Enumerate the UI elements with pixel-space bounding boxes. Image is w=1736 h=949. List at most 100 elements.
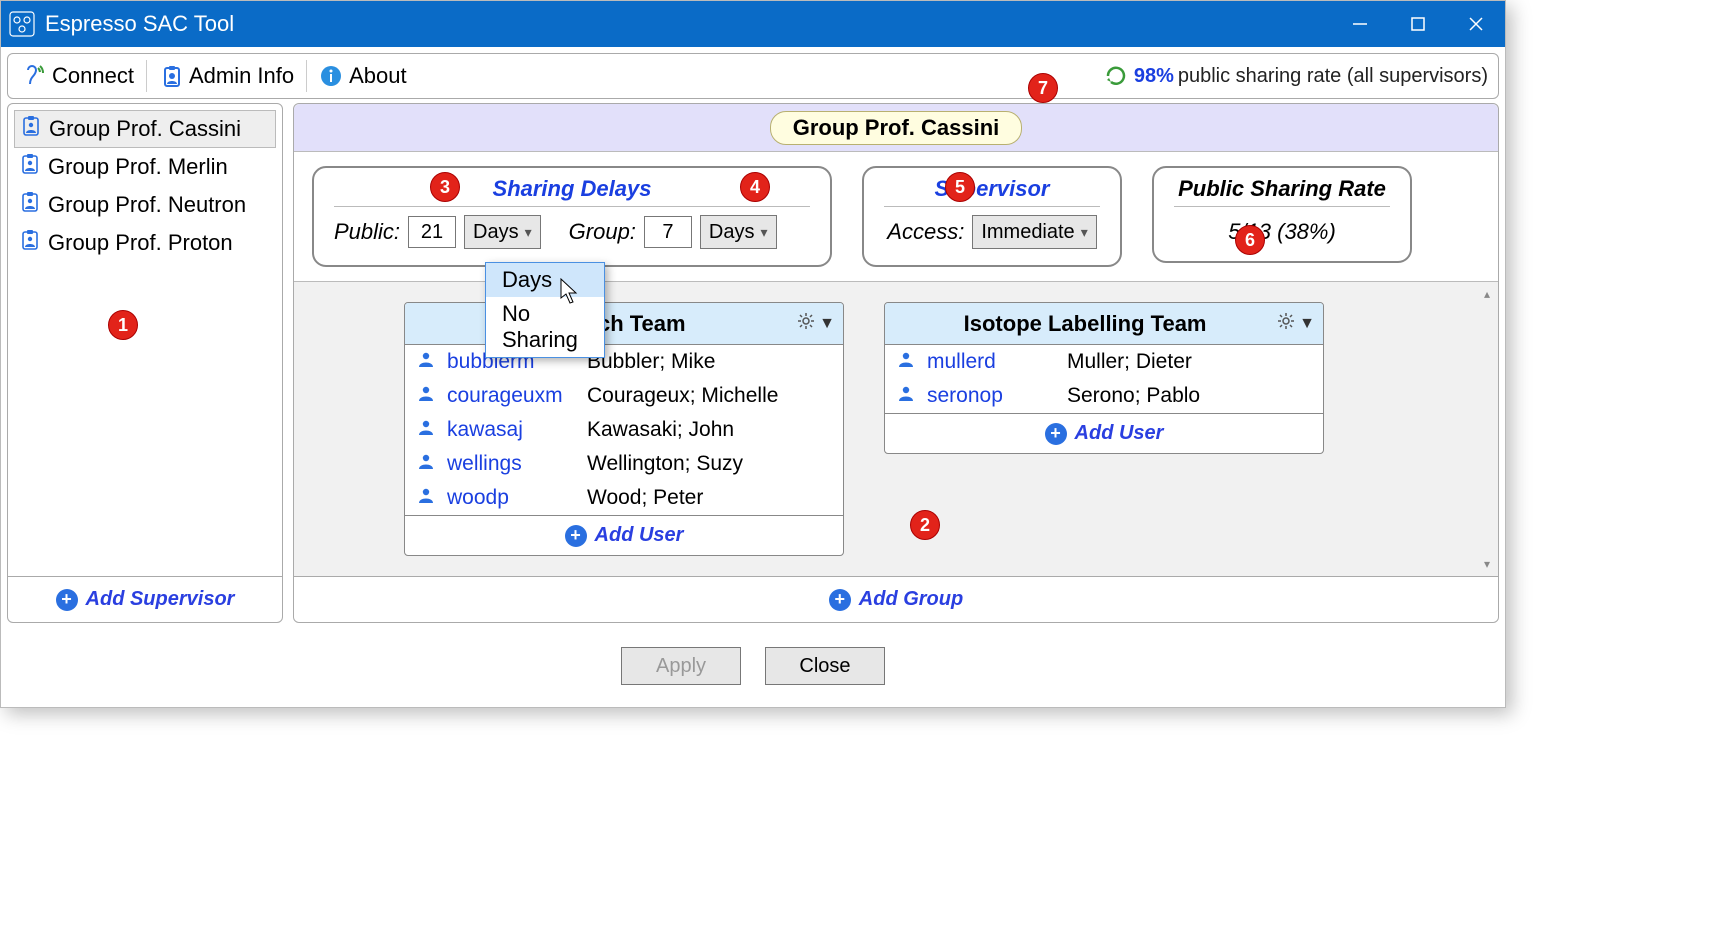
team-title: Research Team: [413, 311, 797, 337]
person-icon: [897, 350, 917, 374]
gear-icon[interactable]: [797, 312, 815, 336]
sidebar-item[interactable]: Group Prof. Cassini: [14, 110, 276, 148]
admin-info-label: Admin Info: [189, 63, 294, 89]
access-label: Access:: [887, 219, 964, 245]
scroll-up-icon[interactable]: ▴: [1479, 286, 1495, 302]
person-icon: [897, 384, 917, 408]
settings-row: Sharing Delays Public: 21 Days ▾ Group: …: [294, 152, 1498, 281]
chevron-down-icon[interactable]: ▼: [1299, 315, 1315, 333]
dropdown-option-nosharing[interactable]: No Sharing: [486, 297, 604, 357]
member-uid[interactable]: mullerd: [927, 350, 1067, 374]
plus-icon: +: [829, 589, 851, 611]
clipboard-icon: [21, 115, 41, 143]
access-dropdown[interactable]: Immediate ▾: [972, 215, 1096, 249]
callout-5: 5: [945, 172, 975, 202]
member-name: Serono; Pablo: [1067, 384, 1200, 408]
member-row: mullerdMuller; Dieter: [885, 345, 1323, 379]
team-title: Isotope Labelling Team: [893, 311, 1277, 337]
member-name: Wellington; Suzy: [587, 452, 743, 476]
sidebar-item[interactable]: Group Prof. Neutron: [14, 186, 276, 224]
add-group-button[interactable]: + Add Group: [829, 588, 963, 611]
member-row: woodpWood; Peter: [405, 481, 843, 515]
public-unit-dropdown[interactable]: Days ▾: [464, 215, 541, 249]
group-list: Group Prof. Cassini Group Prof. Merlin Gro…: [8, 104, 282, 576]
add-user-button[interactable]: +Add User: [405, 515, 843, 555]
sidebar-item-label: Group Prof. Merlin: [48, 154, 228, 180]
refresh-icon: [1104, 64, 1128, 88]
person-icon: [417, 452, 437, 476]
chevron-down-icon[interactable]: ▼: [819, 315, 835, 333]
team-card: Research Team▼bubblermBubbler; Mikecoura…: [404, 302, 844, 556]
public-rate-title: Public Sharing Rate: [1174, 176, 1390, 207]
add-group-label: Add Group: [859, 588, 963, 611]
clipboard-icon: [20, 191, 40, 219]
member-row: wellingsWellington; Suzy: [405, 447, 843, 481]
sidebar: Group Prof. Cassini Group Prof. Merlin Gro…: [7, 103, 283, 623]
member-row: courageuxmCourageux; Michelle: [405, 379, 843, 413]
person-icon: [417, 486, 437, 510]
member-row: seronopSerono; Pablo: [885, 379, 1323, 413]
group-value-input[interactable]: 7: [644, 216, 692, 248]
callout-7: 7: [1028, 73, 1058, 103]
gear-icon[interactable]: [1277, 312, 1295, 336]
sharing-rate-pct: 98%: [1134, 65, 1174, 88]
group-name-chip: Group Prof. Cassini: [770, 111, 1023, 145]
apply-button[interactable]: Apply: [621, 647, 741, 685]
sharing-rate-suffix: public sharing rate (all supervisors): [1178, 65, 1488, 88]
sidebar-item-label: Group Prof. Neutron: [48, 192, 246, 218]
close-button[interactable]: [1447, 1, 1505, 47]
group-header: Group Prof. Cassini: [294, 104, 1498, 152]
close-dialog-button[interactable]: Close: [765, 647, 885, 685]
dropdown-option-days[interactable]: Days: [486, 263, 604, 297]
connect-button[interactable]: Connect: [12, 56, 144, 96]
person-icon: [417, 350, 437, 374]
clipboard-icon: [20, 229, 40, 257]
callout-1: 1: [108, 310, 138, 340]
sidebar-item[interactable]: Group Prof. Proton: [14, 224, 276, 262]
main-panel: Group Prof. Cassini Sharing Delays Publi…: [293, 103, 1499, 623]
group-unit-dropdown[interactable]: Days ▾: [700, 215, 777, 249]
plus-icon: +: [565, 525, 587, 547]
scroll-down-icon[interactable]: ▾: [1479, 556, 1495, 572]
add-supervisor-button[interactable]: + Add Supervisor: [8, 576, 282, 622]
sharing-delays-title: Sharing Delays: [334, 176, 810, 207]
public-rate-box: Public Sharing Rate 5/13 (38%): [1152, 166, 1412, 263]
member-name: Kawasaki; John: [587, 418, 734, 442]
callout-6: 6: [1235, 225, 1265, 255]
chevron-down-icon: ▾: [761, 224, 768, 241]
sidebar-item[interactable]: Group Prof. Merlin: [14, 148, 276, 186]
clipboard-icon: [20, 153, 40, 181]
person-icon: [417, 418, 437, 442]
window: Espresso SAC Tool Connect Admin Info Abo…: [0, 0, 1506, 708]
maximize-button[interactable]: [1389, 1, 1447, 47]
plus-icon: +: [56, 589, 78, 611]
member-uid[interactable]: woodp: [447, 486, 587, 510]
about-button[interactable]: About: [309, 56, 417, 96]
member-name: Bubbler; Mike: [587, 350, 715, 374]
public-unit-value: Days: [473, 221, 519, 244]
team-header: Research Team ▼: [405, 303, 843, 345]
member-uid[interactable]: kawasaj: [447, 418, 587, 442]
team-card: Isotope Labelling Team ▼ mullerdMuller; Di…: [884, 302, 1324, 454]
public-value-input[interactable]: 21: [408, 216, 456, 248]
member-uid[interactable]: courageuxm: [447, 384, 587, 408]
group-label: Group:: [569, 219, 636, 245]
admin-info-button[interactable]: Admin Info: [149, 56, 304, 96]
footer: Apply Close: [1, 629, 1505, 707]
add-user-label: Add User: [1075, 422, 1164, 445]
member-uid[interactable]: wellings: [447, 452, 587, 476]
minimize-button[interactable]: [1331, 1, 1389, 47]
access-value: Immediate: [981, 221, 1074, 244]
scrollbar[interactable]: ▴ ▾: [1479, 286, 1495, 572]
public-rate-value: 5/13 (38%): [1174, 215, 1390, 245]
app-icon: [9, 11, 35, 37]
connect-label: Connect: [52, 63, 134, 89]
member-name: Muller; Dieter: [1067, 350, 1192, 374]
sidebar-item-label: Group Prof. Proton: [48, 230, 233, 256]
add-user-button[interactable]: +Add User: [885, 413, 1323, 453]
add-supervisor-label: Add Supervisor: [86, 588, 235, 611]
member-uid[interactable]: seronop: [927, 384, 1067, 408]
sharing-rate-indicator: 98% public sharing rate (all supervisors…: [1104, 64, 1494, 88]
member-row: kawasajKawasaki; John: [405, 413, 843, 447]
group-unit-value: Days: [709, 221, 755, 244]
